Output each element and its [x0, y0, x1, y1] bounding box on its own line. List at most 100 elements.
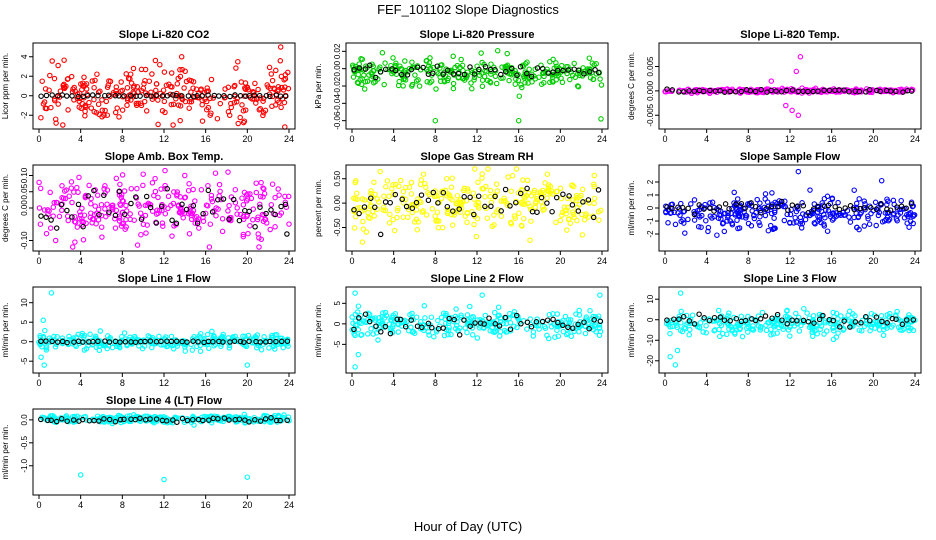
- data-point: [820, 312, 826, 319]
- data-point: [906, 224, 912, 230]
- data-point: [208, 76, 215, 83]
- data-point: [584, 318, 590, 324]
- data-point: [239, 195, 245, 201]
- data-point: [53, 225, 60, 231]
- data-point: [413, 78, 420, 84]
- data-point: [722, 201, 729, 207]
- data-point: [903, 205, 909, 211]
- data-point: [798, 218, 804, 225]
- y-tick-label: 0: [20, 339, 29, 344]
- data-point: [253, 335, 259, 341]
- x-tick-label: 20: [242, 256, 252, 266]
- data-point: [209, 209, 216, 215]
- data-point: [793, 68, 800, 75]
- data-point: [370, 79, 377, 86]
- data-point: [64, 418, 70, 424]
- data-point: [444, 77, 451, 84]
- data-point: [691, 197, 698, 203]
- data-point: [209, 198, 216, 205]
- data-point: [454, 62, 461, 69]
- data-point: [696, 311, 702, 317]
- data-point: [257, 418, 264, 424]
- data-point: [198, 187, 205, 193]
- data-point: [36, 179, 42, 186]
- data-point: [445, 206, 451, 213]
- data-point: [215, 416, 221, 422]
- data-point: [518, 321, 524, 327]
- data-point: [371, 213, 377, 219]
- data-point: [179, 201, 185, 208]
- data-point: [830, 211, 836, 217]
- data-point: [408, 66, 415, 73]
- data-point: [534, 209, 540, 215]
- data-point: [245, 332, 252, 339]
- data-point: [235, 120, 241, 127]
- data-point: [768, 332, 774, 338]
- data-point: [508, 219, 514, 226]
- data-point: [351, 225, 358, 231]
- data-point: [549, 78, 555, 84]
- data-point: [46, 87, 52, 93]
- data-point: [575, 321, 581, 328]
- y-tick-label: 1: [646, 192, 655, 197]
- data-point: [691, 321, 698, 327]
- data-point: [409, 59, 415, 65]
- y-tick-label: 0.00: [333, 195, 342, 211]
- data-point: [586, 325, 592, 332]
- data-point: [833, 310, 840, 317]
- data-point: [665, 220, 671, 226]
- data-point: [101, 416, 107, 422]
- data-point: [906, 312, 912, 318]
- data-point: [43, 230, 50, 237]
- data-point: [64, 76, 71, 82]
- data-point: [814, 209, 821, 215]
- data-point: [498, 75, 504, 81]
- data-point: [402, 323, 409, 330]
- data-point: [47, 225, 54, 231]
- data-point: [49, 92, 55, 98]
- data-point: [220, 196, 227, 202]
- data-point: [421, 303, 428, 309]
- data-point: [815, 203, 821, 210]
- data-point: [841, 87, 847, 93]
- data-point: [173, 220, 180, 227]
- data-point: [277, 93, 284, 99]
- data-point: [688, 201, 694, 207]
- data-point: [397, 177, 404, 184]
- data-point: [524, 59, 530, 65]
- data-point: [397, 63, 403, 69]
- data-point: [269, 181, 276, 187]
- data-point: [718, 216, 724, 222]
- data-point: [846, 214, 852, 220]
- data-point: [569, 72, 576, 79]
- data-point: [597, 318, 604, 325]
- data-point: [774, 321, 780, 328]
- data-point: [263, 210, 269, 217]
- data-point: [876, 209, 883, 216]
- data-point: [96, 347, 103, 354]
- data-point: [55, 62, 61, 69]
- data-point: [44, 417, 51, 424]
- data-point: [484, 215, 491, 221]
- data-point: [475, 193, 482, 199]
- data-point: [763, 327, 770, 334]
- data-point: [244, 474, 251, 480]
- data-point: [162, 109, 168, 116]
- x-tick-label: 8: [120, 378, 125, 388]
- data-point: [221, 415, 228, 421]
- data-point: [68, 185, 75, 191]
- data-point: [496, 333, 503, 339]
- data-point: [721, 317, 728, 323]
- data-point: [706, 317, 713, 324]
- data-point: [873, 206, 880, 212]
- data-point: [242, 80, 249, 86]
- data-point: [472, 320, 478, 326]
- data-point: [38, 338, 44, 345]
- data-point: [859, 328, 865, 334]
- data-point: [672, 362, 679, 368]
- data-point: [372, 74, 379, 81]
- data-point: [847, 324, 853, 330]
